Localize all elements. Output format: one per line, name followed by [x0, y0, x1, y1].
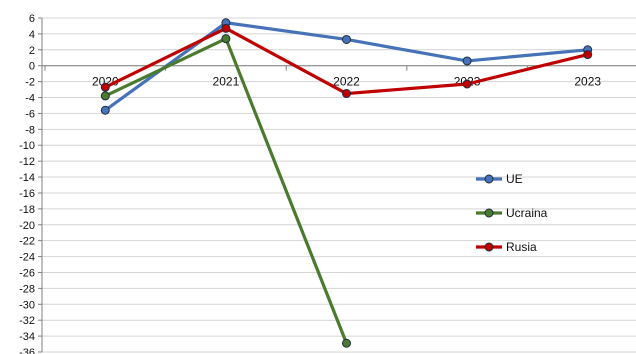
- legend-label-ucraina: Ucraina: [506, 206, 548, 220]
- x-tick-label: 2023: [574, 75, 601, 89]
- y-tick-label: -20: [19, 220, 35, 232]
- x-tick-label: 2021: [213, 75, 240, 89]
- data-point-rusia: [100, 82, 110, 92]
- data-point-rusia: [342, 89, 351, 99]
- data-point-ucraina: [342, 338, 351, 348]
- y-tick-label: 4: [29, 29, 35, 41]
- y-tick-label: -22: [19, 236, 35, 248]
- y-tick-label: -4: [25, 93, 35, 105]
- legend-marker-rusia: [484, 242, 494, 252]
- data-point-rusia: [583, 50, 593, 60]
- y-tick-label: -32: [19, 315, 35, 327]
- y-axis: 6 4 2 0 -2 -4 -6 -8 -10 -12 -14 -16 -18 -20 -22 -24 -26 -…: [19, 13, 43, 354]
- y-tick-label: -16: [19, 188, 35, 200]
- y-tick-label: 6: [29, 13, 35, 25]
- gridlines: [42, 17, 636, 353]
- y-tick-label: 0: [29, 61, 35, 73]
- y-tick-label: -8: [25, 124, 35, 136]
- legend-label-ue: UE: [506, 172, 523, 186]
- data-point-ue: [342, 34, 351, 44]
- legend-marker-ucraina: [484, 208, 494, 218]
- data-point-ue: [462, 56, 472, 66]
- legend: UE Ucraina Rusia: [476, 172, 548, 254]
- y-tick-label: -14: [19, 172, 35, 184]
- y-tick-label: 2: [29, 45, 35, 57]
- y-tick-label: -34: [19, 331, 35, 343]
- y-tick-label: -26: [19, 267, 35, 279]
- series-layer: [100, 18, 593, 348]
- x-tick-label: 2022: [333, 75, 360, 89]
- data-point-rusia: [462, 79, 472, 89]
- y-tick-label: -18: [19, 204, 35, 216]
- y-tick-label: -24: [19, 252, 35, 264]
- data-point-ue: [100, 105, 110, 115]
- data-point-rusia: [221, 23, 231, 33]
- legend-marker-ue: [484, 174, 494, 184]
- data-point-ucraina: [221, 34, 231, 44]
- y-tick-label: -2: [25, 77, 35, 89]
- y-tick-label: -30: [19, 299, 35, 311]
- y-tick-label: -12: [19, 156, 35, 168]
- legend-label-rusia: Rusia: [506, 240, 537, 254]
- y-tick-label: -28: [19, 283, 35, 295]
- data-point-ucraina: [100, 91, 110, 101]
- y-tick-label: -36: [19, 347, 35, 354]
- y-tick-label: -6: [25, 108, 35, 120]
- y-tick-label: -10: [19, 140, 35, 152]
